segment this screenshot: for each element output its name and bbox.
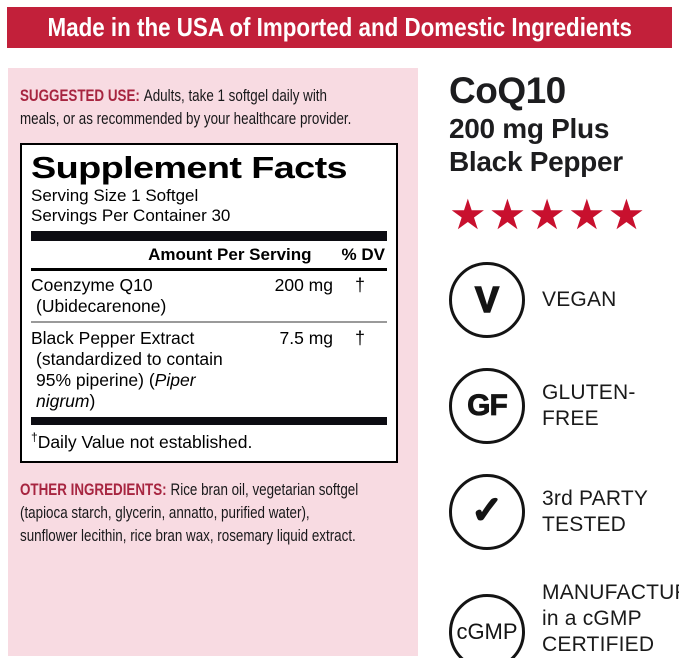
percent-dv-header: % DV: [341, 245, 385, 264]
third-party-tested-label: 3rd PARTY TESTED: [542, 487, 649, 536]
subname2-pre: 95% piperine) (: [36, 370, 155, 390]
label-panel: SUGGESTED USE: Adults, take 1 softgel dai…: [8, 68, 418, 656]
ingredient-subname: (standardized to contain: [36, 349, 223, 369]
ingredient-amount: 200 mg: [274, 275, 333, 295]
ingredient-dv: †: [354, 328, 365, 348]
subname2-latin-name: Piper nigrum: [36, 370, 196, 411]
banner-text: Made in the USA of Imported and Domestic…: [47, 12, 632, 42]
product-title: CoQ10: [449, 70, 566, 111]
gluten-free-badge: GF GLUTEN-FREE: [449, 368, 677, 444]
footnote-dagger: †: [31, 430, 38, 444]
five-star-rating-icon: ★★★★★: [449, 191, 648, 238]
cgmp-icon: cGMP: [449, 594, 525, 658]
divider-bar-thick: [31, 231, 387, 241]
vegan-icon-glyph: V: [474, 278, 500, 321]
vegan-icon: V: [449, 262, 525, 338]
table-row: Black Pepper Extract (standardized to co…: [31, 324, 387, 415]
gluten-free-icon: GF: [449, 368, 525, 444]
ingredient-subname: (Ubidecarenone): [36, 296, 167, 316]
ingredient-name-cell: Black Pepper Extract (standardized to co…: [31, 328, 257, 412]
cgmp-badge: cGMP MANUFACTURED in a cGMP CERTIFIED FA…: [449, 580, 679, 658]
ingredient-name: Coenzyme Q10: [31, 275, 153, 295]
ingredient-amount: 7.5 mg: [279, 328, 334, 348]
ingredient-name-cell: Coenzyme Q10 (Ubidecarenone): [31, 275, 257, 317]
product-subtitle-line1: 200 mg Plus: [449, 113, 610, 144]
ingredient-dv: †: [354, 275, 365, 295]
suggested-use-text: Adults, take 1 softgel daily with meals,…: [20, 86, 352, 128]
header-rule: [31, 268, 387, 271]
daily-value-footnote: †Daily Value not established.: [31, 425, 387, 453]
checkmark-icon: ✓: [449, 474, 525, 550]
servings-per-container: Servings Per Container 30: [31, 206, 231, 225]
certification-badges: V VEGAN GF GLUTEN-FREE ✓ 3rd PARTY TESTE…: [449, 262, 679, 658]
cgmp-icon-glyph: cGMP: [456, 619, 518, 644]
cgmp-label: MANUFACTURED in a cGMP CERTIFIED FACILIT…: [542, 581, 679, 656]
footnote-text: Daily Value not established.: [37, 431, 253, 452]
gluten-free-icon-glyph: GF: [467, 389, 508, 423]
checkmark-icon-glyph: ✓: [470, 489, 503, 532]
ingredient-name: Black Pepper Extract: [31, 328, 195, 348]
divider-bar-thick: [31, 417, 387, 425]
vegan-badge: V VEGAN: [449, 262, 677, 338]
suggested-use: SUGGESTED USE: Adults, take 1 softgel dai…: [20, 84, 406, 130]
supplement-facts-title: Supplement Facts: [31, 150, 348, 185]
product-subtitle-line2: Black Pepper: [449, 146, 623, 177]
table-row: Coenzyme Q10 (Ubidecarenone) 200 mg †: [31, 271, 387, 320]
facts-header-row: Amount Per Serving % DV: [31, 241, 387, 268]
other-ingredients-text: Rice bran oil, vegetarian softgel (tapio…: [20, 479, 359, 545]
subname2-post: ): [89, 391, 96, 411]
made-in-usa-banner: Made in the USA of Imported and Domestic…: [7, 7, 672, 48]
amount-per-serving-header: Amount Per Serving: [148, 245, 312, 264]
row-divider: [31, 321, 387, 323]
product-panel: CoQ10 200 mg Plus Black Pepper ★★★★★ V V…: [449, 70, 679, 658]
other-ingredients-label: OTHER INGREDIENTS:: [20, 479, 167, 499]
supplement-facts-panel: Supplement Facts Serving Size 1 Softgel …: [20, 143, 398, 463]
other-ingredients: OTHER INGREDIENTS: Rice bran oil, vegetar…: [20, 478, 406, 547]
suggested-use-label: SUGGESTED USE:: [20, 86, 140, 105]
gluten-free-label: GLUTEN-FREE: [542, 381, 636, 430]
third-party-tested-badge: ✓ 3rd PARTY TESTED: [449, 474, 677, 550]
vegan-label: VEGAN: [542, 288, 617, 311]
serving-size: Serving Size 1 Softgel: [31, 186, 199, 205]
ingredient-subname2: 95% piperine) (Piper nigrum): [31, 370, 257, 412]
